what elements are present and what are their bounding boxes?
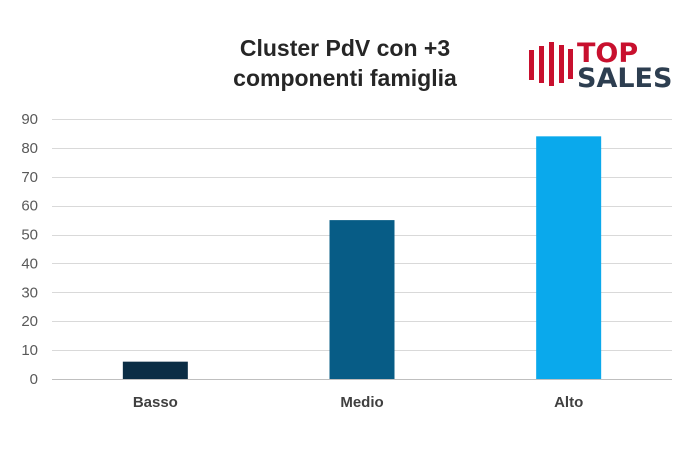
x-axis-labels: Basso Medio Alto [133,394,583,411]
logo-bar-mark [539,46,544,83]
bar-alto [536,136,602,379]
y-tick-label: 90 [21,111,38,128]
y-tick-label: 0 [30,371,38,388]
y-tick-label: 40 [21,255,38,272]
logo-bar-mark [568,49,573,79]
x-tick-label: Alto [554,394,583,411]
y-tick-label: 70 [21,169,38,186]
y-tick-label: 60 [21,198,38,215]
x-tick-label: Medio [340,394,383,411]
top-sales-logo: TOP SALES [529,38,672,94]
logo-bar-mark [529,50,534,80]
logo-bars-icon [529,42,573,86]
y-tick-label: 80 [21,140,38,157]
bar-basso [122,361,188,379]
y-tick-label: 20 [21,313,38,330]
y-tick-label: 10 [21,342,38,359]
y-tick-label: 50 [21,227,38,244]
chart-title-line-2: componenti famiglia [233,65,457,91]
y-axis-ticks: 0 10 20 30 40 50 60 70 80 90 [21,111,38,388]
chart-title: Cluster PdV con +3 componenti famiglia [233,35,457,91]
bars [122,136,602,379]
logo-bar-mark [549,42,554,86]
y-tick-label: 30 [21,284,38,301]
logo-text-top: TOP [577,38,638,69]
bar-medio [329,220,395,379]
x-tick-label: Basso [133,394,178,411]
logo-text-sales: SALES [577,63,672,94]
logo-bar-mark [559,45,564,83]
chart-title-line-1: Cluster PdV con +3 [240,35,450,61]
